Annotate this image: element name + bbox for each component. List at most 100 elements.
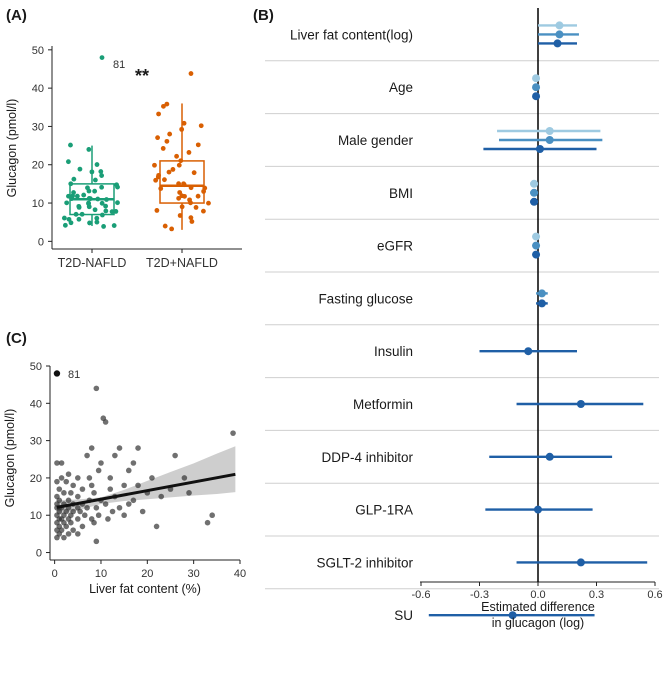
panel-b-x-axis-title-line-2: in glucagon (log) <box>492 616 584 630</box>
panel-a-data-point <box>181 120 187 126</box>
panel-b-forest-plot: Liver fat content(log) Age Male gender BMI e… <box>265 8 663 630</box>
panel-b-point-estimate <box>553 39 562 48</box>
panel-c-data-point <box>91 490 97 496</box>
panel-c-y-tick-label: 20 <box>30 473 42 485</box>
panel-a-data-point <box>65 159 71 165</box>
panel-b-row-label: Fasting glucose <box>318 291 413 306</box>
panel-c-data-point <box>102 419 109 425</box>
panel-c-data-point <box>139 508 146 515</box>
panel-c-data-point <box>93 538 100 545</box>
panel-a-data-point <box>92 188 98 194</box>
panel-a-data-point <box>99 55 105 61</box>
panel-a-data-point <box>99 173 105 178</box>
panel-c-data-point <box>77 508 83 515</box>
panel-a-data-point <box>71 176 77 182</box>
panel-a-data-point <box>76 205 82 210</box>
panel-b-row-label: SGLT-2 inhibitor <box>316 555 413 570</box>
panel-c-data-point <box>149 475 155 481</box>
panel-b-point-estimate <box>576 558 585 567</box>
panel-c-data-point <box>95 512 102 519</box>
panel-a-data-point <box>167 131 173 137</box>
panel-c-data-point <box>116 504 123 511</box>
panel-b-point-estimate <box>545 136 554 144</box>
panel-a-data-point <box>64 200 70 206</box>
panel-a-y-tick-label: 10 <box>32 198 44 210</box>
panel-c-data-point <box>181 475 188 481</box>
panel-a-data-point <box>201 208 206 214</box>
panel-c-data-point <box>125 467 132 474</box>
panel-b-point-estimate <box>555 30 564 39</box>
panel-c-data-point <box>172 452 178 459</box>
panel-c-x-tick-label: 0 <box>52 568 58 580</box>
panel-b-point-estimate <box>532 232 541 241</box>
panel-a-data-point <box>101 224 106 229</box>
panel-a-data-point <box>103 208 109 214</box>
panel-b-point-estimate <box>532 74 541 83</box>
panel-a-x-tick-label: T2D-NAFLD <box>58 256 127 270</box>
panel-b-point-estimate <box>534 505 542 514</box>
panel-c-data-point <box>75 493 81 500</box>
panel-a-data-point <box>195 193 201 199</box>
panel-a-data-point <box>152 162 157 168</box>
panel-c-data-point <box>158 493 165 500</box>
panel-b-row-label: SU <box>394 608 413 623</box>
panel-b-point-estimate <box>555 21 564 30</box>
panel-b-point-estimate <box>532 250 541 259</box>
panel-a-data-point <box>160 146 166 151</box>
panel-a-data-point <box>81 192 87 198</box>
panel-a-data-point <box>162 177 167 183</box>
panel-a-data-point <box>115 200 120 206</box>
panel-c-data-point <box>109 508 116 515</box>
panel-c-data-point <box>84 452 90 459</box>
panel-c-data-point <box>65 471 72 477</box>
panel-a-boxplot: 0 10 20 30 40 50 T2D-NAFLD T2D+NAFLD Glucagon … <box>5 45 242 270</box>
panel-a-data-point <box>99 184 105 190</box>
panel-a-data-point <box>174 153 179 159</box>
panel-b-x-tick-label: 0.3 <box>589 589 604 601</box>
panel-a-x-tick-label: T2D+NAFLD <box>146 256 218 270</box>
panel-c-data-point <box>153 523 160 530</box>
panel-c-data-point <box>121 512 127 519</box>
panel-c-x-tick-label: 30 <box>188 568 200 580</box>
panel-a-data-point <box>87 220 92 226</box>
panel-b-x-tick-label: -0.6 <box>412 589 431 601</box>
panel-b-row-label: BMI <box>389 186 413 201</box>
panel-c-data-point <box>91 519 97 526</box>
panel-a-data-point <box>115 184 120 190</box>
panel-c-data-point <box>81 512 88 519</box>
panel-a-data-point <box>161 103 166 109</box>
panel-b-row-label: Insulin <box>374 344 413 359</box>
panel-a-data-point <box>155 135 160 141</box>
panel-c-data-point <box>204 519 211 526</box>
panel-c-data-point <box>88 445 95 451</box>
panel-b-row-label: eGFR <box>377 239 413 254</box>
panel-c-data-point <box>70 527 76 533</box>
panel-b-label: (B) <box>253 7 274 24</box>
panel-c-outlier-label: 81 <box>68 369 80 381</box>
panel-b-x-tick-label: 0.6 <box>647 589 662 601</box>
panel-b-x-tick-label: -0.3 <box>470 589 489 601</box>
panel-a-y-tick-label: 40 <box>32 83 44 95</box>
panel-c-data-point <box>75 475 81 481</box>
panel-c-data-point <box>86 475 93 481</box>
panel-c-data-point <box>84 504 90 511</box>
panel-a-data-point <box>170 167 176 172</box>
panel-c-data-point <box>209 512 215 519</box>
panel-c-data-point <box>65 531 72 537</box>
panel-a-data-point <box>182 193 187 199</box>
panel-c-data-point <box>135 482 141 489</box>
panel-b-row-label: GLP-1RA <box>355 503 413 518</box>
panel-a-data-point <box>188 71 194 76</box>
panel-c-y-axis-title: Glucagon (pmol/l) <box>3 409 17 508</box>
panel-a-data-point <box>94 215 100 221</box>
panel-a-y-tick-label: 50 <box>32 45 44 57</box>
panel-c-data-point <box>61 490 67 496</box>
panel-c-data-point <box>63 523 70 530</box>
panel-a-data-point <box>176 195 182 201</box>
panel-b-x-axis-title-line-1: Estimated difference <box>481 600 595 614</box>
panel-a-y-axis-title: Glucagon (pmol/l) <box>5 99 19 198</box>
panel-a-data-point <box>111 223 117 228</box>
panel-a-data-point <box>77 166 83 172</box>
panel-c-data-point <box>121 482 127 489</box>
panel-c-data-point <box>105 516 111 522</box>
